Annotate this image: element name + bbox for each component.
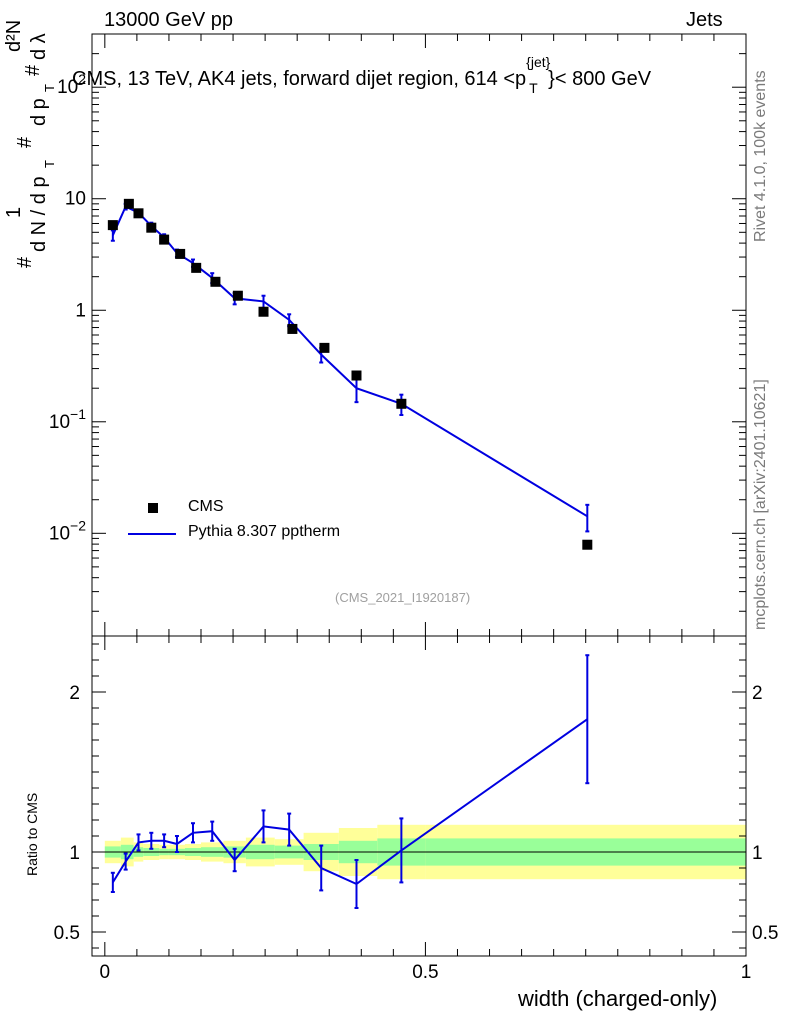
- cms-data-point: [146, 222, 157, 233]
- cms-data-point: [175, 248, 186, 259]
- legend-pythia-line: [128, 533, 176, 535]
- legend-pythia-label: Pythia 8.307 pptherm: [188, 523, 341, 540]
- x-tick-label: 0.5: [412, 962, 438, 983]
- plot-title: CMS, 13 TeV, AK4 jets, forward dijet reg…: [72, 54, 652, 96]
- cms-data-point: [210, 276, 221, 287]
- y-tick-label: 10: [65, 189, 86, 210]
- y-tick-label: 102: [57, 71, 86, 98]
- ratio-y-tick-label-right: 1: [752, 843, 763, 864]
- header-left: 13000 GeV pp: [104, 9, 233, 31]
- ratio-plot-frame: [91, 635, 747, 957]
- ratio-y-tick-label-right: 2: [752, 683, 763, 704]
- ratio-series: [110, 654, 590, 909]
- cms-data-point: [287, 323, 298, 334]
- ratio-y-tick-label: 0.5: [54, 923, 80, 944]
- main-series: [107, 198, 593, 550]
- cms-data-point: [123, 198, 134, 209]
- cms-data-point: [396, 398, 407, 409]
- cms-data-point: [107, 220, 118, 231]
- x-axis-label: width (charged-only): [518, 986, 718, 1011]
- cms-data-point: [232, 290, 243, 301]
- main-plot-frame: [91, 33, 747, 637]
- ratio-y-tick-label: 2: [69, 683, 80, 704]
- cms-data-point: [258, 306, 269, 317]
- cms-data-point: [159, 234, 170, 245]
- y-tick-label: 10−2: [49, 517, 86, 544]
- x-tick-label: 1: [741, 962, 752, 983]
- cms-data-point: [191, 262, 202, 273]
- cms-data-point: [319, 342, 330, 353]
- legend: CMS Pythia 8.307 pptherm: [128, 496, 388, 546]
- y-tick-label: 10−1: [49, 406, 86, 433]
- ratio-y-tick-label-right: 0.5: [752, 923, 778, 944]
- cms-data-point: [133, 208, 144, 219]
- plot-title-tail: }< 800 GeV: [548, 68, 652, 90]
- legend-cms-marker: [148, 503, 158, 513]
- x-tick-label: 0: [100, 962, 111, 983]
- header-right: Jets: [686, 9, 723, 31]
- cms-data-point: [351, 370, 362, 381]
- plot-title-main: CMS, 13 TeV, AK4 jets, forward dijet reg…: [72, 68, 527, 90]
- legend-cms-label: CMS: [188, 498, 224, 515]
- cms-data-point: [582, 539, 593, 550]
- ratio-y-tick-label: 1: [69, 843, 80, 864]
- analysis-id: (CMS_2021_I1920187): [335, 590, 471, 605]
- plot-title-sub: T: [529, 80, 538, 96]
- plot-title-sup: {jet}: [526, 54, 551, 70]
- y-tick-label: 1: [75, 300, 86, 321]
